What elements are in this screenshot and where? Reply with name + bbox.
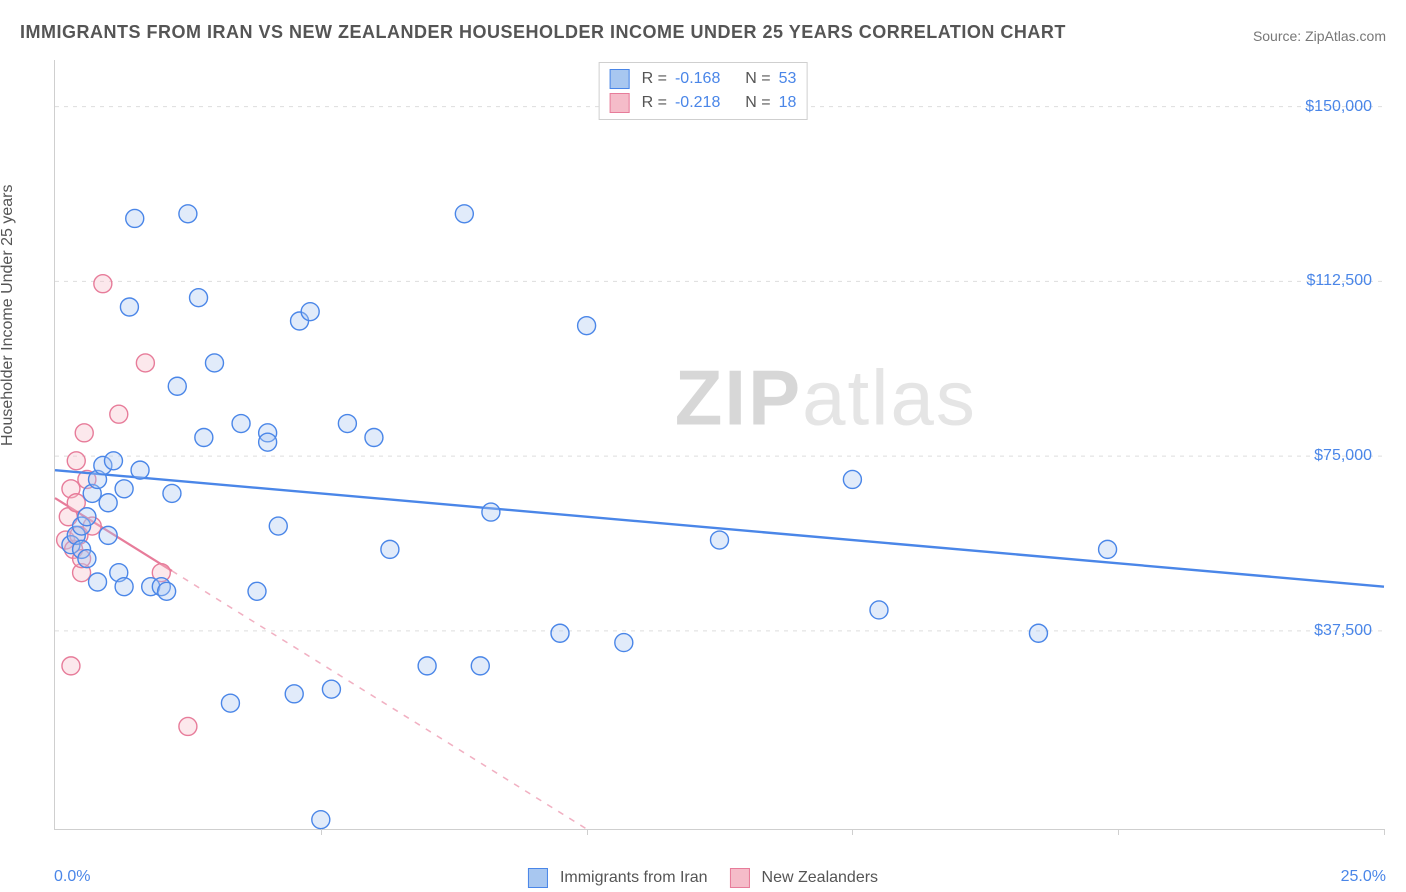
R-label: R =: [642, 67, 667, 91]
swatch-iran: [528, 868, 548, 888]
source-prefix: Source:: [1253, 28, 1305, 44]
swatch-iran: [610, 69, 630, 89]
x-tick-label-max: 25.0%: [1341, 868, 1386, 886]
series-legend: Immigrants from Iran New Zealanders: [528, 868, 878, 888]
legend-item-nz: New Zealanders: [730, 868, 879, 888]
x-tick: [1384, 829, 1385, 835]
chart-title: IMMIGRANTS FROM IRAN VS NEW ZEALANDER HO…: [20, 22, 1066, 43]
N-value-nz: 18: [779, 91, 797, 115]
x-tick: [852, 829, 853, 835]
R-value-iran: -0.168: [675, 67, 720, 91]
N-label: N =: [745, 67, 770, 91]
R-label: R =: [642, 91, 667, 115]
swatch-nz: [610, 93, 630, 113]
y-tick-label: $75,000: [1314, 447, 1372, 465]
legend-item-iran: Immigrants from Iran: [528, 868, 708, 888]
chart-container: IMMIGRANTS FROM IRAN VS NEW ZEALANDER HO…: [0, 0, 1406, 892]
y-tick-label: $112,500: [1306, 272, 1372, 290]
legend-label-iran: Immigrants from Iran: [560, 869, 708, 887]
legend-label-nz: New Zealanders: [762, 869, 879, 887]
plot-area: ZIPatlas $37,500$75,000$112,500$150,000: [54, 60, 1384, 830]
R-value-nz: -0.218: [675, 91, 720, 115]
source-name: ZipAtlas.com: [1305, 28, 1386, 44]
y-tick-label: $37,500: [1314, 622, 1372, 640]
N-label: N =: [745, 91, 770, 115]
x-tick: [587, 829, 588, 835]
swatch-nz: [730, 868, 750, 888]
correlation-legend: R = -0.168 N = 53 R = -0.218 N = 18: [599, 62, 808, 120]
x-tick: [321, 829, 322, 835]
x-tick-label-min: 0.0%: [54, 868, 90, 886]
y-tick-label: $150,000: [1305, 98, 1372, 116]
legend-row-nz: R = -0.218 N = 18: [610, 91, 797, 115]
legend-row-iran: R = -0.168 N = 53: [610, 67, 797, 91]
y-axis-title: Householder Income Under 25 years: [0, 185, 17, 446]
chart-svg: [55, 60, 1384, 829]
source-label: Source: ZipAtlas.com: [1253, 28, 1386, 44]
N-value-iran: 53: [779, 67, 797, 91]
x-tick: [1118, 829, 1119, 835]
